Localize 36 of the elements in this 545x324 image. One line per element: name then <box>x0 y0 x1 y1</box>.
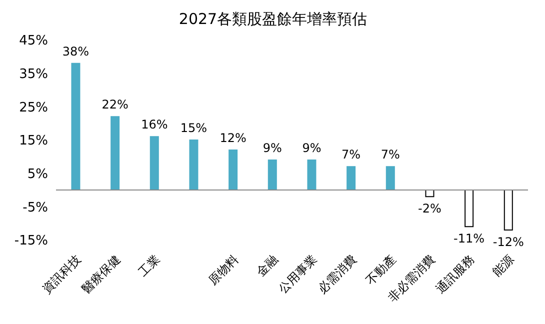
data-label: 7% <box>342 148 361 162</box>
bar <box>228 150 238 190</box>
bar <box>346 166 356 190</box>
data-label: 9% <box>262 141 282 155</box>
data-label: 12% <box>220 131 246 145</box>
y-tick-label: 35% <box>19 66 48 82</box>
bar <box>268 160 277 190</box>
data-label: 15% <box>180 121 208 135</box>
x-tick-label: 原物料 <box>206 252 242 288</box>
data-label: -12% <box>492 235 524 249</box>
bar <box>71 62 80 190</box>
bar <box>464 190 474 228</box>
data-label: 22% <box>102 98 128 112</box>
data-label: 38% <box>62 44 90 58</box>
data-label: -11% <box>454 232 485 246</box>
x-tick-label: 金融 <box>254 252 280 280</box>
y-tick-label: 45% <box>19 34 48 49</box>
bar <box>386 166 395 190</box>
x-tick-label: 工業 <box>136 252 162 280</box>
y-tick-label: 5% <box>27 166 48 182</box>
data-label: 7% <box>380 148 400 162</box>
bar <box>110 116 120 190</box>
data-label: 9% <box>302 141 322 155</box>
data-label: -2% <box>418 202 442 216</box>
y-tick-label: 25% <box>19 100 48 116</box>
x-tick-label: 不動產 <box>363 252 398 288</box>
chart-title: 2027各類股盈餘年增率預估 <box>178 9 368 30</box>
x-tick-label: 能源 <box>490 252 516 280</box>
bar <box>307 160 316 190</box>
data-label: 16% <box>141 118 168 132</box>
bar <box>504 190 513 230</box>
y-tick-label: -15% <box>14 234 48 249</box>
bar <box>150 136 159 190</box>
y-tick-label: -5% <box>22 200 48 216</box>
bar <box>189 140 198 190</box>
y-tick-label: 15% <box>19 134 48 149</box>
